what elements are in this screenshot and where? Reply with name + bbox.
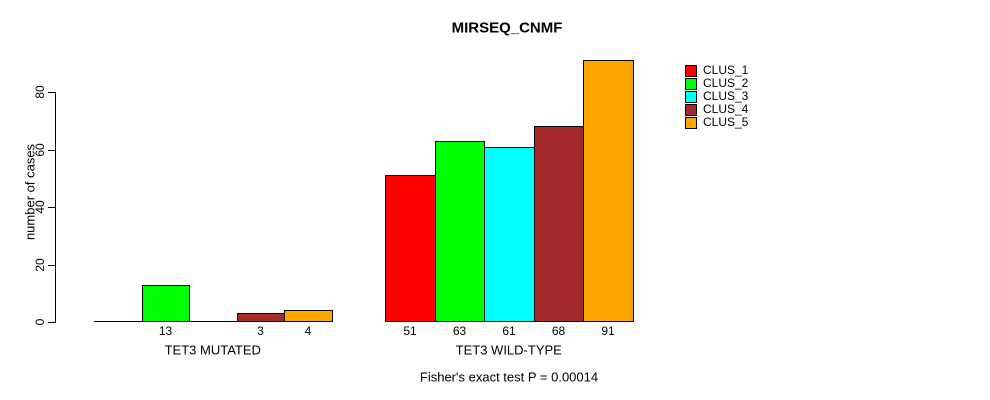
y-tick-label: 0: [33, 318, 47, 326]
bar-clus_4: [237, 313, 285, 322]
fisher-test-annotation: Fisher's exact test P = 0.00014: [419, 369, 599, 385]
y-tick: [48, 265, 55, 266]
bar-clus_3-zero: [189, 321, 238, 322]
bar-clus_2: [142, 285, 190, 322]
y-tick: [48, 207, 55, 208]
bar-value-label: 63: [452, 324, 467, 338]
bar-value-label: 91: [601, 324, 615, 338]
bar-value-label: 51: [403, 324, 417, 338]
bar-value-label: 4: [304, 324, 312, 338]
y-tick: [48, 150, 55, 151]
legend-label: CLUS_3: [703, 89, 749, 103]
x-group-label: TET3 WILD-TYPE: [455, 342, 562, 358]
legend-swatch-clus_3: [685, 90, 697, 103]
bar-clus_1-zero: [94, 321, 143, 322]
legend-label: CLUS_5: [703, 115, 749, 129]
legend-label: CLUS_1: [703, 63, 749, 77]
y-tick-label: 40: [33, 200, 47, 214]
bar-value-label: 13: [158, 324, 173, 338]
legend-item: CLUS_4: [685, 103, 748, 116]
legend-label: CLUS_4: [703, 102, 749, 116]
bar-value-label: 68: [551, 324, 566, 338]
y-tick-label: 80: [33, 85, 47, 99]
legend-item: CLUS_1: [685, 64, 748, 77]
legend-item: CLUS_2: [685, 77, 748, 90]
y-tick-label: 20: [33, 258, 47, 272]
legend-swatch-clus_4: [685, 103, 697, 116]
bar-clus_5: [583, 60, 634, 322]
y-tick: [48, 92, 55, 93]
bar-value-label: 61: [502, 324, 516, 338]
bar-clus_2: [435, 141, 485, 322]
bar-clus_3: [484, 147, 535, 322]
legend-swatch-clus_2: [685, 77, 697, 90]
legend-swatch-clus_1: [685, 64, 697, 77]
legend-swatch-clus_5: [685, 116, 697, 129]
bar-clus_4: [534, 126, 584, 322]
legend-label: CLUS_2: [703, 76, 749, 90]
y-tick-label: 60: [33, 143, 47, 157]
legend-item: CLUS_5: [685, 116, 748, 129]
bar-clus_1: [385, 175, 436, 322]
legend: CLUS_1 CLUS_2 CLUS_3 CLUS_4 CLUS_5: [685, 64, 748, 129]
x-group-label: TET3 MUTATED: [164, 342, 261, 358]
bar-clus_5: [284, 310, 333, 322]
bar-value-label: 3: [257, 324, 264, 338]
legend-item: CLUS_3: [685, 90, 748, 103]
y-tick: [48, 322, 55, 323]
y-axis-line: [55, 92, 56, 323]
chart-title: MIRSEQ_CNMF: [451, 19, 563, 37]
